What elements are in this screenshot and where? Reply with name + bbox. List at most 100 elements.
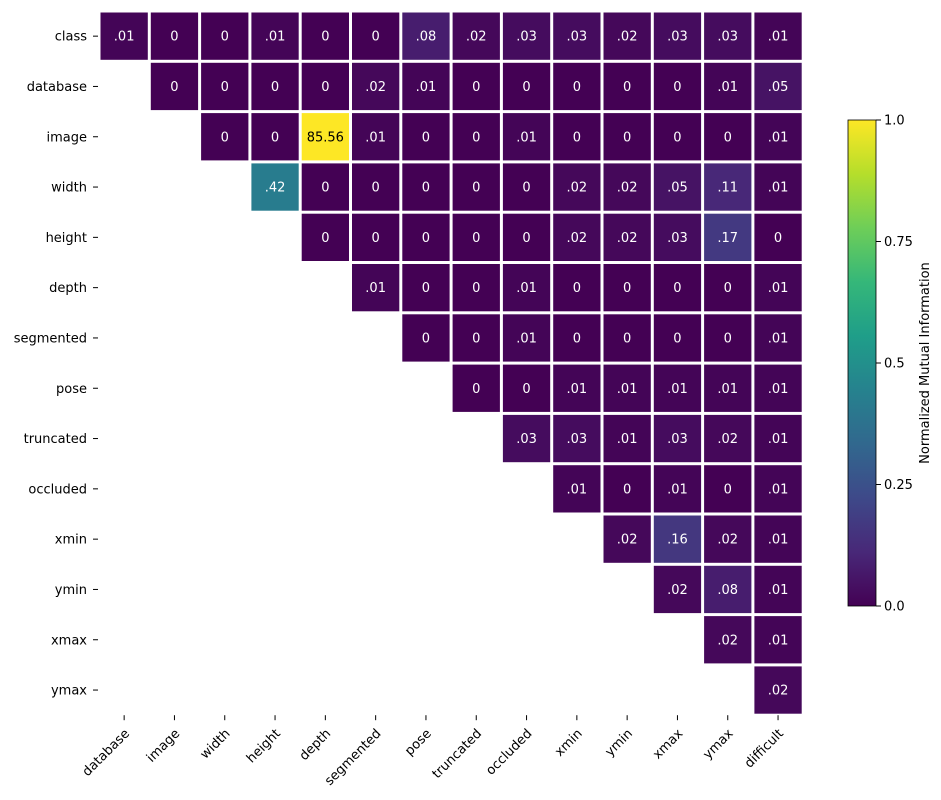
cell-value-label: 0 bbox=[522, 382, 530, 397]
cell-value-label: .03 bbox=[516, 30, 537, 45]
heatmap-cell: .42 bbox=[251, 163, 299, 211]
cell-value-label: .01 bbox=[617, 432, 638, 447]
heatmap-cell: 0 bbox=[603, 465, 651, 513]
heatmap-cell: 0 bbox=[553, 314, 601, 362]
heatmap-cell: .01 bbox=[754, 264, 802, 312]
heatmap-cell: 85.56 bbox=[301, 113, 349, 161]
colorbar-tick-label: 0.75 bbox=[884, 235, 913, 250]
heatmap-cell: 0 bbox=[301, 163, 349, 211]
heatmap-cell-rect bbox=[352, 62, 400, 111]
heatmap-cell-rect bbox=[754, 565, 802, 614]
cell-value-label: 0 bbox=[321, 80, 329, 95]
heatmap-cell-rect bbox=[502, 113, 551, 161]
heatmap-cell-rect bbox=[754, 163, 802, 211]
heatmap-cell: .01 bbox=[553, 465, 601, 513]
heatmap-cell-rect bbox=[653, 414, 702, 463]
heatmap-cell: 0 bbox=[452, 113, 500, 161]
heatmap-cell: .02 bbox=[603, 12, 651, 60]
cell-value-label: .01 bbox=[768, 130, 789, 145]
cell-value-label: .02 bbox=[717, 633, 738, 648]
heatmap-cell-rect bbox=[653, 264, 702, 312]
heatmap-cell-rect bbox=[301, 163, 349, 211]
heatmap-cell: .02 bbox=[754, 666, 802, 714]
cell-value-label: 0 bbox=[724, 331, 732, 346]
heatmap-cell: .01 bbox=[502, 113, 551, 161]
cell-value-label: .02 bbox=[717, 432, 738, 447]
cell-value-label: 0 bbox=[724, 281, 732, 296]
cell-value-label: 0 bbox=[271, 80, 279, 95]
heatmap-cell: .02 bbox=[352, 62, 400, 111]
heatmap-cell-rect bbox=[352, 12, 400, 60]
cell-value-label: .01 bbox=[768, 583, 789, 598]
cell-value-label: .01 bbox=[416, 80, 437, 95]
cell-value-label: 0 bbox=[573, 331, 581, 346]
heatmap-cell-rect bbox=[653, 163, 702, 211]
cell-value-label: 0 bbox=[422, 130, 430, 145]
heatmap-cell: 0 bbox=[452, 364, 500, 412]
heatmap-cell: 0 bbox=[150, 62, 199, 111]
heatmap-cell: .01 bbox=[754, 565, 802, 614]
x-tick-label: height bbox=[244, 726, 284, 766]
heatmap-cell-rect bbox=[653, 12, 702, 60]
heatmap-cell-rect bbox=[402, 213, 450, 261]
heatmap-cell-rect bbox=[603, 515, 651, 563]
heatmap-cell: 0 bbox=[553, 113, 601, 161]
heatmap-cell: 0 bbox=[754, 213, 802, 261]
heatmap-cell: .01 bbox=[754, 364, 802, 412]
cell-value-label: 0 bbox=[774, 231, 782, 246]
heatmap-cell-rect bbox=[553, 113, 601, 161]
heatmap-cell: 0 bbox=[402, 213, 450, 261]
heatmap-cell-rect bbox=[704, 163, 752, 211]
x-tick-label: pose bbox=[402, 726, 435, 759]
heatmap-cell-rect bbox=[754, 213, 802, 261]
heatmap-cell-rect bbox=[754, 666, 802, 714]
heatmap-cell-rect bbox=[402, 314, 450, 362]
heatmap-cell-rect bbox=[301, 12, 349, 60]
heatmap-cell: 0 bbox=[402, 163, 450, 211]
heatmap-cell: .17 bbox=[704, 213, 752, 261]
x-tick-label: ymax bbox=[700, 726, 736, 762]
heatmap-cell-rect bbox=[754, 62, 802, 111]
cell-value-label: .01 bbox=[768, 482, 789, 497]
heatmap-cell: 0 bbox=[653, 314, 702, 362]
cell-value-label: 0 bbox=[472, 80, 480, 95]
cell-value-label: .02 bbox=[567, 181, 588, 196]
y-tick-label: height bbox=[46, 231, 87, 246]
cell-value-label: 0 bbox=[623, 130, 631, 145]
heatmap-cell-rect bbox=[452, 213, 500, 261]
heatmap-cell: 0 bbox=[201, 12, 249, 60]
heatmap-cell: .02 bbox=[653, 565, 702, 614]
cell-value-label: .03 bbox=[717, 30, 738, 45]
cell-value-label: .01 bbox=[265, 30, 286, 45]
heatmap-cell-rect bbox=[251, 12, 299, 60]
heatmap-cell: 0 bbox=[251, 113, 299, 161]
heatmap-cell: .03 bbox=[653, 213, 702, 261]
heatmap-cell-rect bbox=[352, 113, 400, 161]
heatmap-cell: .08 bbox=[704, 565, 752, 614]
heatmap-cell: .02 bbox=[452, 12, 500, 60]
cell-value-label: 0 bbox=[372, 30, 380, 45]
heatmap-cell-rect bbox=[603, 414, 651, 463]
cell-value-label: .01 bbox=[365, 281, 386, 296]
cell-value-label: 0 bbox=[673, 331, 681, 346]
heatmap-cell: .02 bbox=[603, 515, 651, 563]
cell-value-label: 0 bbox=[321, 30, 329, 45]
heatmap-cell-rect bbox=[653, 62, 702, 111]
heatmap-cell: .03 bbox=[653, 12, 702, 60]
y-tick-label: xmin bbox=[55, 533, 87, 548]
cell-value-label: .01 bbox=[768, 382, 789, 397]
heatmap-cell-rect bbox=[603, 465, 651, 513]
cell-value-label: 0 bbox=[221, 80, 229, 95]
x-tick-label: image bbox=[144, 726, 183, 765]
heatmap-cell-rect bbox=[704, 364, 752, 412]
heatmap-cell: 0 bbox=[704, 113, 752, 161]
heatmap-cell-rect bbox=[704, 515, 752, 563]
heatmap-cell-rect bbox=[553, 213, 601, 261]
cell-value-label: .01 bbox=[567, 382, 588, 397]
cell-value-label: 0 bbox=[472, 331, 480, 346]
y-tick-label: truncated bbox=[24, 432, 87, 447]
cell-value-label: .11 bbox=[717, 181, 738, 196]
heatmap-cell: 0 bbox=[653, 62, 702, 111]
heatmap-cell: .11 bbox=[704, 163, 752, 211]
